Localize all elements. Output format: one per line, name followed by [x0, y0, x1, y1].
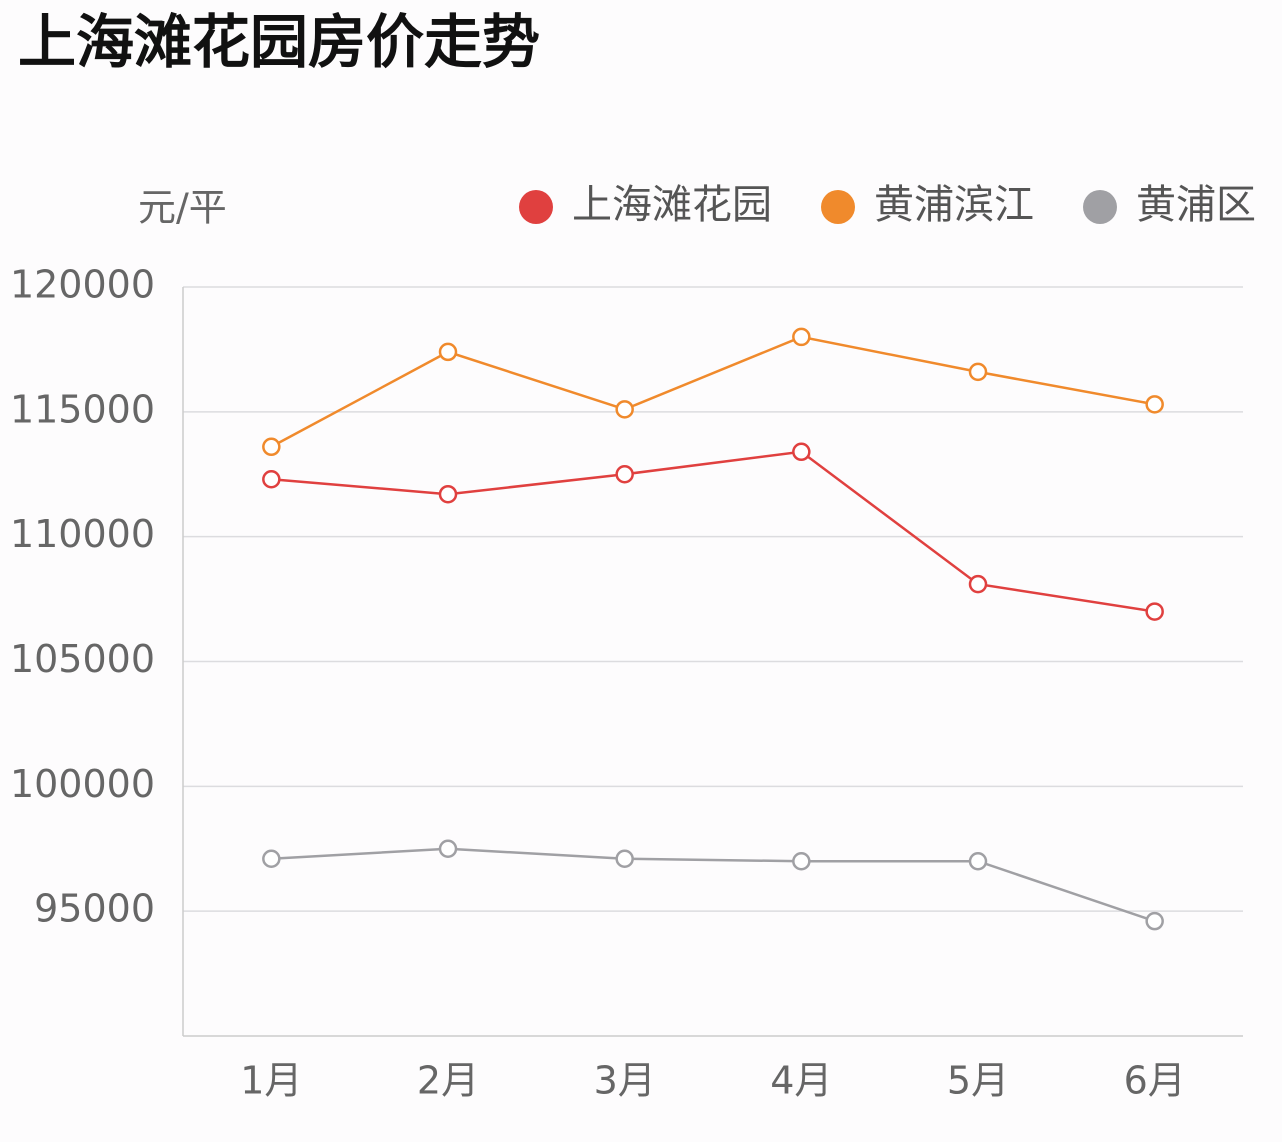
legend-marker [1083, 190, 1117, 224]
point-marker [438, 839, 458, 858]
point-marker [615, 400, 634, 419]
y-tick-label: 120000 [10, 263, 155, 307]
x-tick-label: 6月 [1124, 1059, 1186, 1103]
point-marker [615, 849, 634, 868]
x-tick-label: 2月 [417, 1059, 479, 1103]
series-line [271, 450, 1155, 613]
x-tick-label: 4月 [770, 1059, 832, 1103]
point-marker [438, 342, 458, 362]
legend-marker [519, 190, 553, 224]
point-marker [438, 484, 458, 504]
point-marker [1145, 395, 1164, 414]
legend-label: 黄浦滨江 [874, 182, 1034, 228]
legend-label: 上海滩花园 [572, 182, 772, 228]
y-tick-label: 115000 [10, 387, 155, 431]
point-marker [792, 442, 811, 462]
point-marker [968, 574, 988, 594]
point-marker [968, 851, 988, 871]
y-tick-label: 105000 [10, 637, 155, 681]
y-tick-label: 110000 [10, 512, 155, 556]
y-unit: 元/平 [138, 186, 227, 230]
series-line [271, 847, 1156, 923]
point-marker [262, 469, 281, 489]
point-marker [262, 849, 281, 868]
point-marker [968, 362, 988, 382]
x-tick-label: 5月 [947, 1059, 1009, 1103]
legend-marker [821, 190, 855, 224]
point-marker [1145, 911, 1164, 931]
point-marker [262, 437, 281, 457]
point-marker [615, 465, 634, 484]
series-line [270, 335, 1155, 448]
point-marker [792, 327, 811, 347]
y-tick-label: 100000 [10, 762, 155, 806]
legend-label: 黄浦区 [1136, 182, 1256, 228]
x-tick-label: 3月 [594, 1059, 656, 1103]
x-tick-label: 1月 [240, 1059, 302, 1103]
point-marker [1145, 602, 1164, 621]
chart-title: 上海滩花园房价走势 [18, 8, 540, 76]
y-tick-label: 95000 [34, 887, 155, 931]
point-marker [792, 851, 811, 871]
